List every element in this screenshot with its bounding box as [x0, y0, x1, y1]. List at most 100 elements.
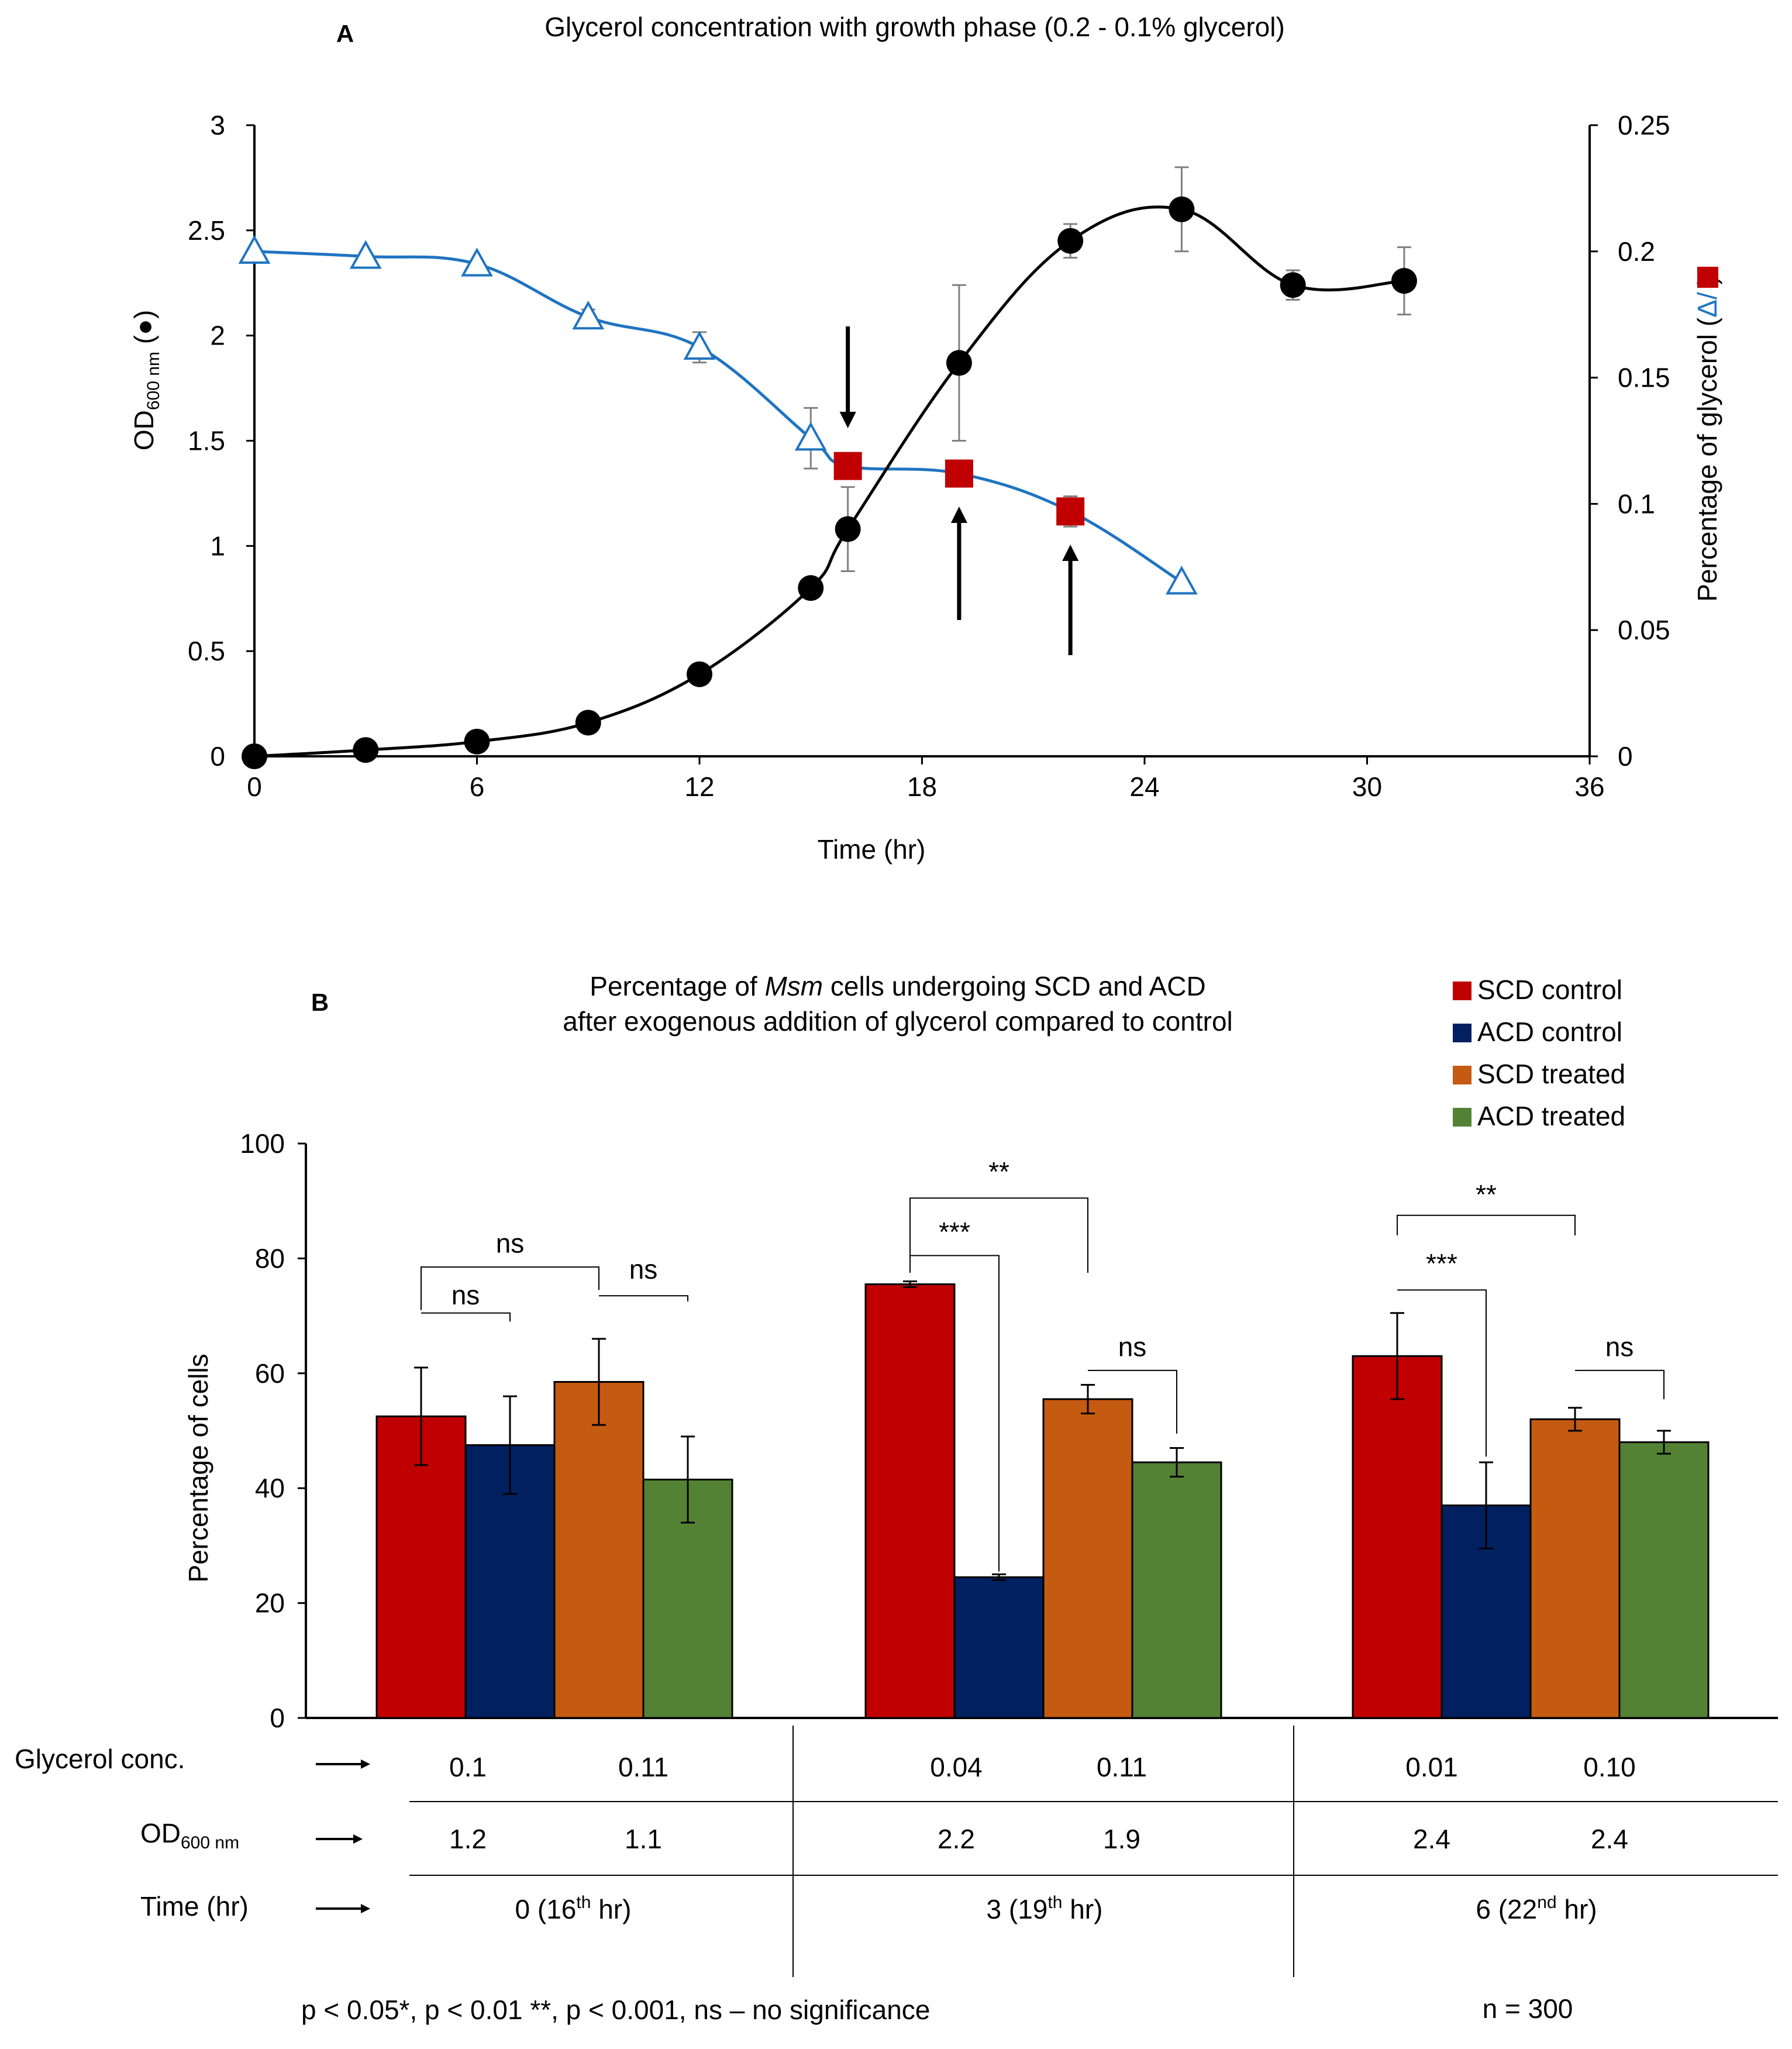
y-tick-label-left: 2.5	[188, 215, 225, 246]
od-point	[798, 575, 824, 601]
data-table: Glycerol conc. OD600 nm Time (hr) 0.1 0.1…	[15, 1726, 1778, 1977]
x-tick-label: 6	[470, 772, 485, 802]
od-point	[1391, 268, 1417, 294]
significance-label: ***	[939, 1217, 970, 1247]
panel-b-label: B	[311, 989, 329, 1016]
legend-swatch	[1453, 1108, 1471, 1127]
significance-bracket	[1397, 1214, 1576, 1236]
significance-bracket	[599, 1295, 688, 1302]
legend: SCD control ACD control SCD treated ACD tre…	[1453, 974, 1625, 1131]
glycerol-point-triangle	[572, 300, 605, 330]
table-cell-od: 2.2	[938, 1824, 975, 1854]
y-tick-label-left: 1.5	[188, 426, 225, 456]
panel-b-title-line2: after exogenous addition of glycerol com…	[563, 1006, 1233, 1036]
y-tick-label-right: 0.25	[1618, 110, 1670, 140]
od-point	[1280, 272, 1306, 298]
legend-label: SCD treated	[1477, 1059, 1625, 1089]
y-tick-label-right: 0.2	[1618, 236, 1655, 267]
od-point	[835, 516, 861, 542]
legend-label: ACD treated	[1477, 1101, 1625, 1131]
y-tick-label-right: 0.1	[1618, 488, 1655, 519]
significance-label: ns	[496, 1228, 525, 1259]
table-cell-glycerol: 0.1	[449, 1752, 487, 1782]
x-tick-label: 12	[684, 772, 714, 802]
significance-label: **	[988, 1156, 1009, 1187]
significance-bracket	[909, 1197, 1088, 1273]
od-point	[464, 728, 490, 755]
x-tick-label: 36	[1574, 772, 1604, 802]
table-cell-glycerol: 0.11	[618, 1752, 668, 1782]
ylabel-right-square-marker	[1697, 267, 1718, 288]
bar-acd-treated	[1618, 1441, 1710, 1719]
od-point	[687, 661, 712, 687]
significance-bracket	[1397, 1289, 1487, 1457]
bar-scd-control	[1352, 1355, 1443, 1719]
glycerol-line	[254, 250, 1183, 584]
panel-a-title: Glycerol concentration with growth phase…	[545, 12, 1285, 42]
panel-b: B Percentage of Msm cells undergoing SCD…	[15, 971, 1778, 2025]
panel-b-ylabel: Percentage of cells	[183, 1354, 213, 1582]
od-point	[353, 737, 379, 763]
glycerol-point-triangle	[349, 240, 382, 269]
table-cell-od: 1.2	[449, 1824, 487, 1854]
significance-bracket	[1088, 1369, 1177, 1434]
glycerol-point-triangle	[1166, 566, 1198, 595]
legend-swatch	[1453, 982, 1471, 1000]
panel-b-title-line1: Percentage of Msm cells undergoing SCD a…	[590, 971, 1205, 1001]
bar-scd-treated	[553, 1381, 645, 1719]
y-tick-label: 60	[255, 1358, 285, 1389]
glycerol-series	[238, 235, 1198, 595]
glycerol-point-square	[833, 452, 862, 480]
row-label-od: OD600 nm	[140, 1818, 239, 1852]
y-tick-label: 0	[270, 1703, 285, 1733]
od-point	[946, 350, 972, 376]
table-cell-od: 1.9	[1103, 1824, 1140, 1854]
y-tick-label-left: 0	[210, 741, 225, 772]
table-cell-glycerol: 0.01	[1405, 1752, 1458, 1782]
table-cell-glycerol: 0.04	[930, 1752, 983, 1782]
x-tick-label: 18	[907, 772, 937, 802]
significance-bracket	[909, 1255, 1000, 1572]
significance-label: ***	[1426, 1248, 1457, 1279]
y-tick-label: 80	[255, 1243, 285, 1273]
phase-arrows	[839, 326, 1079, 655]
y-tick-label: 100	[240, 1128, 285, 1159]
error-bars	[414, 1280, 1671, 1581]
glycerol-point-triangle	[461, 247, 493, 277]
significance-label: ns	[1118, 1331, 1147, 1362]
od-point	[575, 710, 601, 736]
bar-acd-treated	[1131, 1461, 1222, 1719]
y-tick-label: 40	[255, 1473, 285, 1503]
y-tick-label-right: 0.05	[1618, 615, 1670, 645]
glycerol-point-triangle	[794, 422, 827, 451]
bar-scd-control	[864, 1283, 956, 1719]
bar-acd-control	[953, 1576, 1045, 1719]
significance-bracket	[421, 1266, 599, 1310]
od-point	[1057, 228, 1084, 254]
significance-label: ns	[629, 1254, 658, 1285]
bar-scd-treated	[1042, 1398, 1133, 1719]
significance-label: ns	[1605, 1331, 1634, 1362]
significance-bracket	[421, 1312, 511, 1322]
bars	[375, 1283, 1710, 1719]
row-label-time: Time (hr)	[140, 1891, 249, 1921]
x-tick-label: 24	[1129, 772, 1159, 802]
legend-label: ACD control	[1477, 1017, 1622, 1047]
table-cell-time: 6 (22nd hr)	[1476, 1893, 1597, 1924]
glycerol-point-square	[945, 459, 973, 488]
panel-a-label: A	[336, 20, 354, 47]
od-point	[1169, 196, 1195, 222]
significance-label: ns	[452, 1280, 480, 1310]
panel-a: A Glycerol concentration with growth pha…	[129, 12, 1722, 865]
y-tick-label-left: 2	[210, 321, 225, 351]
x-tick-label: 0	[247, 772, 262, 802]
bar-scd-treated	[1529, 1418, 1621, 1719]
significance-bracket	[1575, 1369, 1665, 1399]
panel-a-xlabel: Time (hr)	[818, 834, 926, 865]
legend-swatch	[1453, 1066, 1471, 1084]
od-line	[254, 205, 1404, 758]
table-cell-od: 1.1	[625, 1824, 662, 1854]
